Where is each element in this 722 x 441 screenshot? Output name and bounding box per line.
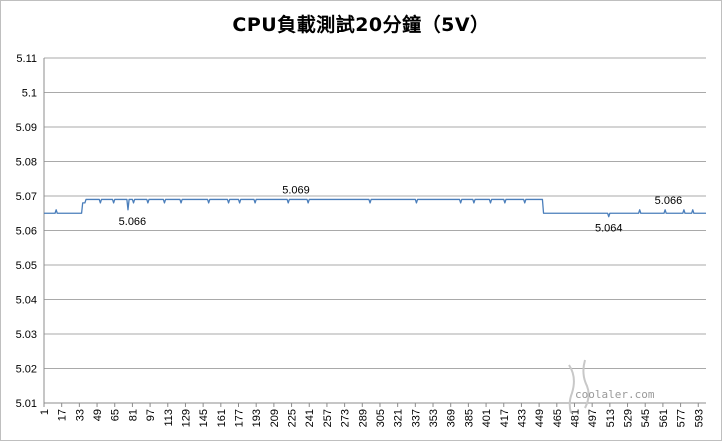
x-tick-label: 449 [534,409,546,427]
x-tick-label: 577 [676,409,688,427]
y-tick-label: 5.03 [16,329,37,341]
x-tick-label: 417 [499,409,511,427]
chart-title: CPU負載測試20分鐘（5V） [232,14,490,36]
y-tick-label: 5.08 [16,157,37,169]
data-labels: 5.066 5.069 5.064 5.066 [119,184,683,234]
x-tick-label: 545 [640,409,652,427]
x-tick-label: 401 [481,409,493,427]
data-label: 5.064 [595,223,623,235]
x-tick-label: 17 [57,409,69,421]
x-tick-label: 289 [357,409,369,427]
x-tick-label: 305 [375,409,387,427]
x-tick-label: 561 [658,409,670,427]
y-tick-label: 5.11 [16,53,37,65]
series-line [44,198,706,218]
y-tick-label: 5.1 [22,88,37,100]
x-tick-label: 1 [39,409,51,415]
x-tick-label: 49 [92,409,104,421]
x-tick-label: 113 [163,409,175,427]
watermark-text: coolaler.com [575,388,655,401]
x-tick-labels: 1 17 33 49 65 81 97 113 129 145 161 177 193 209 225 241… [39,409,705,427]
y-tick-label: 5.02 [16,364,37,376]
x-tick-label: 225 [287,409,299,427]
x-tick-label: 593 [693,409,705,427]
x-tick-label: 321 [393,409,405,427]
watermark-logo: coolaler.com [568,359,655,414]
x-tick-label: 385 [463,409,475,427]
x-tick-label: 353 [428,409,440,427]
x-tick-label: 209 [269,409,281,427]
y-tick-labels: 5.11 5.1 5.09 5.08 5.07 5.06 5.05 5.04 5.03 5.02 5… [16,53,37,410]
y-tick-label: 5.07 [16,191,37,203]
data-label: 5.066 [655,195,683,207]
x-tick-label: 273 [340,409,352,427]
x-tick-label: 257 [322,409,334,427]
x-tick-label: 369 [446,409,458,427]
x-tick-label: 33 [74,409,86,421]
x-tick-label: 81 [127,409,139,421]
x-tick-label: 65 [110,409,122,421]
data-label: 5.069 [282,184,310,196]
x-tick-label: 497 [587,409,599,427]
y-tick-label: 5.01 [16,398,37,410]
watermark-logo-mark [568,359,590,414]
x-tick-label: 529 [623,409,635,427]
x-tick-label: 129 [180,409,192,427]
x-tick-label: 433 [516,409,528,427]
x-tick-label: 337 [410,409,422,427]
x-tick-label: 145 [198,409,210,427]
x-tick-label: 465 [552,409,564,427]
data-label: 5.066 [119,216,147,228]
x-tick-label: 481 [569,409,581,427]
y-tick-label: 5.04 [16,295,37,307]
x-tick-label: 241 [304,409,316,427]
x-tick-label: 177 [234,409,246,427]
axes [43,58,706,407]
x-tick-label: 97 [145,409,157,421]
x-tick-label: 193 [251,409,263,427]
y-tick-label: 5.09 [16,122,37,134]
y-tick-label: 5.05 [16,260,37,272]
x-tick-label: 513 [605,409,617,427]
series-layer [44,198,706,218]
x-tick-label: 161 [216,409,228,427]
y-tick-label: 5.06 [16,226,37,238]
